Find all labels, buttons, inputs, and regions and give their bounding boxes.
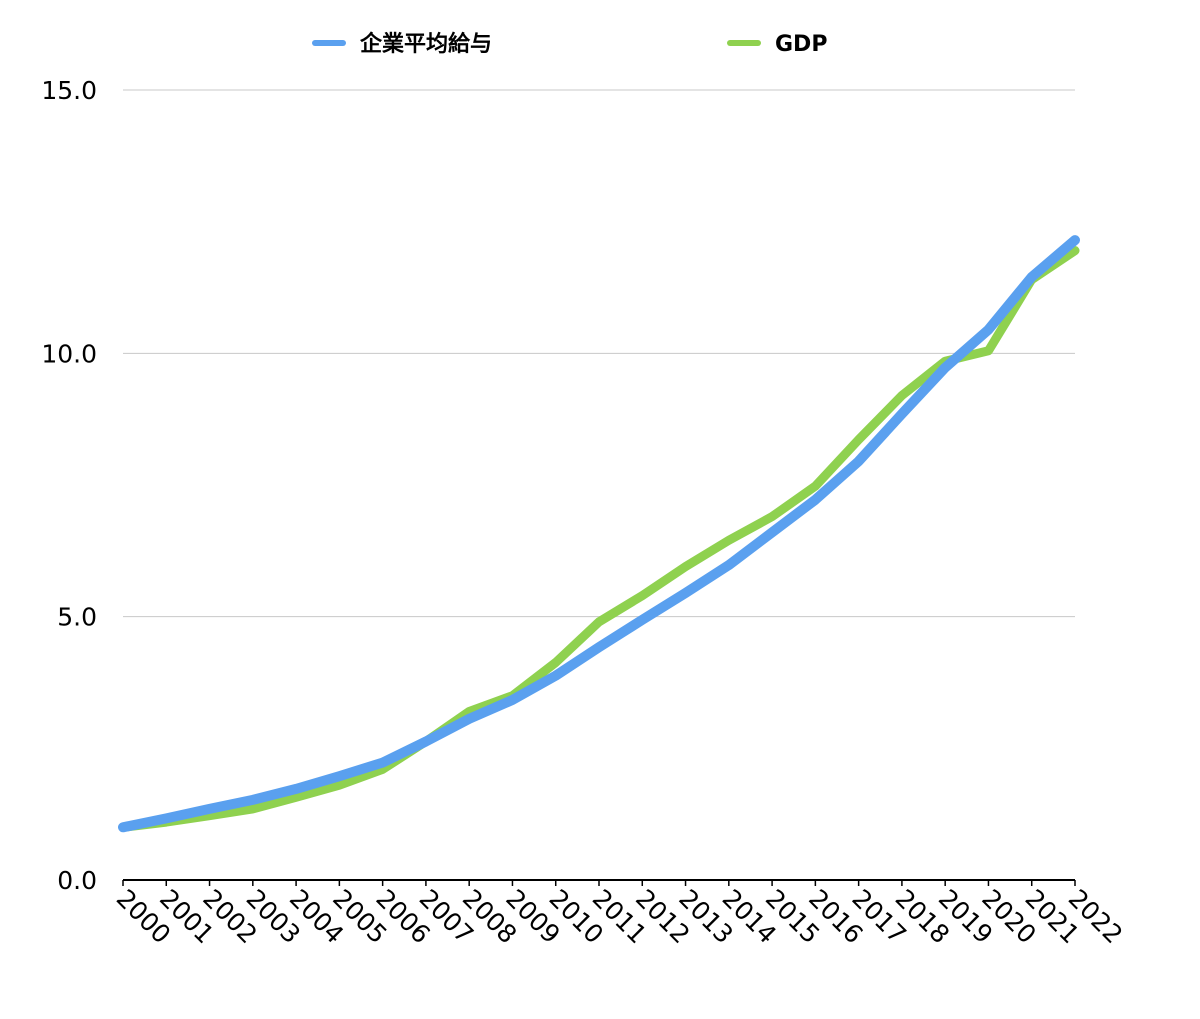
- series-lines: [118, 235, 1080, 833]
- y-tick-label: 15.0: [41, 76, 97, 105]
- y-tick-label: 10.0: [41, 339, 97, 368]
- chart-legend: 企業平均給与 GDP: [312, 31, 827, 57]
- legend-item-salary: 企業平均給与: [312, 31, 492, 57]
- grid-lines: [123, 89, 1075, 618]
- x-axis: 2000200120022003200420052006200720082009…: [111, 879, 1128, 949]
- series-line-gdp: [118, 246, 1080, 832]
- legend-label-gdp: GDP: [775, 32, 827, 57]
- series-line-salary: [118, 235, 1080, 833]
- y-tick-label: 5.0: [57, 603, 97, 632]
- legend-label-salary: 企業平均給与: [359, 31, 492, 57]
- legend-item-gdp: GDP: [727, 32, 827, 57]
- y-axis-ticks: 0.0 5.0 10.0 15.0: [41, 76, 97, 895]
- y-tick-label: 0.0: [57, 866, 97, 895]
